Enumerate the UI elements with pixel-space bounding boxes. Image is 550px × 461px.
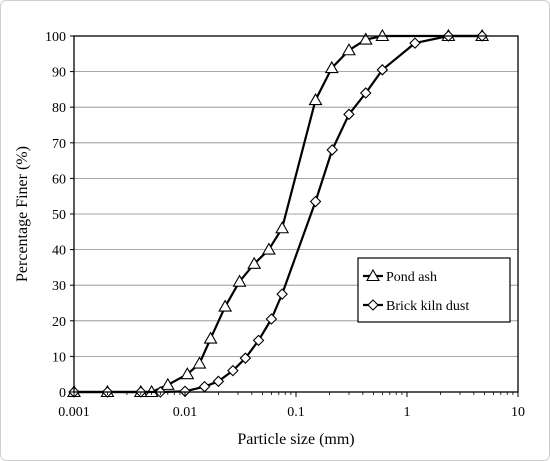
legend-marker-triangle bbox=[366, 268, 380, 282]
axis-ticks: 0 10 20 30 40 50 60 70 80 90 100 0.001 0.01 0.1 1 10 bbox=[45, 30, 525, 420]
triangle-point bbox=[247, 256, 262, 269]
legend-label: Pond ash bbox=[386, 270, 437, 285]
diamond-point bbox=[212, 375, 225, 388]
legend-items: Pond ash Brick kiln dust bbox=[363, 268, 469, 314]
triangle-point bbox=[261, 242, 276, 255]
y-tick-label: 90 bbox=[52, 66, 66, 81]
y-tick-label: 0 bbox=[59, 386, 66, 401]
diamond-point bbox=[309, 195, 322, 208]
triangle-point bbox=[324, 60, 339, 74]
triangle-point bbox=[180, 367, 195, 380]
x-tick-label: 0.1 bbox=[287, 405, 305, 420]
diamond-point bbox=[376, 64, 389, 76]
y-tick-label: 80 bbox=[52, 101, 66, 116]
triangle-point bbox=[218, 299, 233, 312]
series-layer bbox=[67, 28, 490, 398]
triangle-point bbox=[232, 274, 247, 287]
triangle-point bbox=[275, 221, 290, 234]
diamond-point bbox=[343, 108, 355, 121]
diamond-point bbox=[276, 288, 288, 300]
y-tick-label: 30 bbox=[52, 279, 66, 294]
diamond-point bbox=[227, 364, 239, 377]
y-axis-title: Percentage Finer (%) bbox=[14, 146, 31, 282]
legend: Pond ash Brick kiln dust bbox=[357, 257, 511, 323]
legend-box bbox=[357, 257, 511, 323]
diamond-point bbox=[359, 87, 372, 99]
x-tick-label: 0.01 bbox=[173, 405, 198, 420]
triangle-point bbox=[192, 356, 207, 369]
y-tick-label: 60 bbox=[52, 172, 66, 187]
legend-label: Brick kiln dust bbox=[386, 299, 469, 314]
triangle-point bbox=[358, 32, 373, 45]
diamond-point bbox=[252, 334, 265, 347]
x-tick-label: 0.001 bbox=[58, 405, 90, 420]
y-tick-label: 50 bbox=[52, 208, 66, 223]
x-axis-title: Particle size (mm) bbox=[237, 431, 354, 448]
diamond-point bbox=[409, 37, 421, 49]
y-tick-label: 70 bbox=[52, 137, 66, 152]
x-tick-label: 1 bbox=[404, 405, 411, 420]
triangle-point bbox=[342, 43, 356, 56]
y-tick-label: 40 bbox=[52, 244, 66, 259]
triangle-point bbox=[160, 377, 175, 390]
diamond-point bbox=[239, 352, 252, 364]
diamond-point bbox=[198, 380, 211, 393]
series-triangle bbox=[67, 28, 490, 398]
legend-marker-diamond bbox=[367, 299, 379, 311]
diamond-point bbox=[326, 144, 339, 156]
y-tick-label: 100 bbox=[45, 30, 66, 45]
y-tick-label: 20 bbox=[52, 315, 66, 330]
triangle-point bbox=[203, 331, 218, 344]
triangle-point bbox=[375, 28, 390, 42]
diamond-point bbox=[265, 313, 278, 325]
triangle-point bbox=[308, 92, 323, 106]
y-tick-label: 10 bbox=[52, 350, 66, 365]
x-tick-label: 10 bbox=[511, 405, 525, 420]
